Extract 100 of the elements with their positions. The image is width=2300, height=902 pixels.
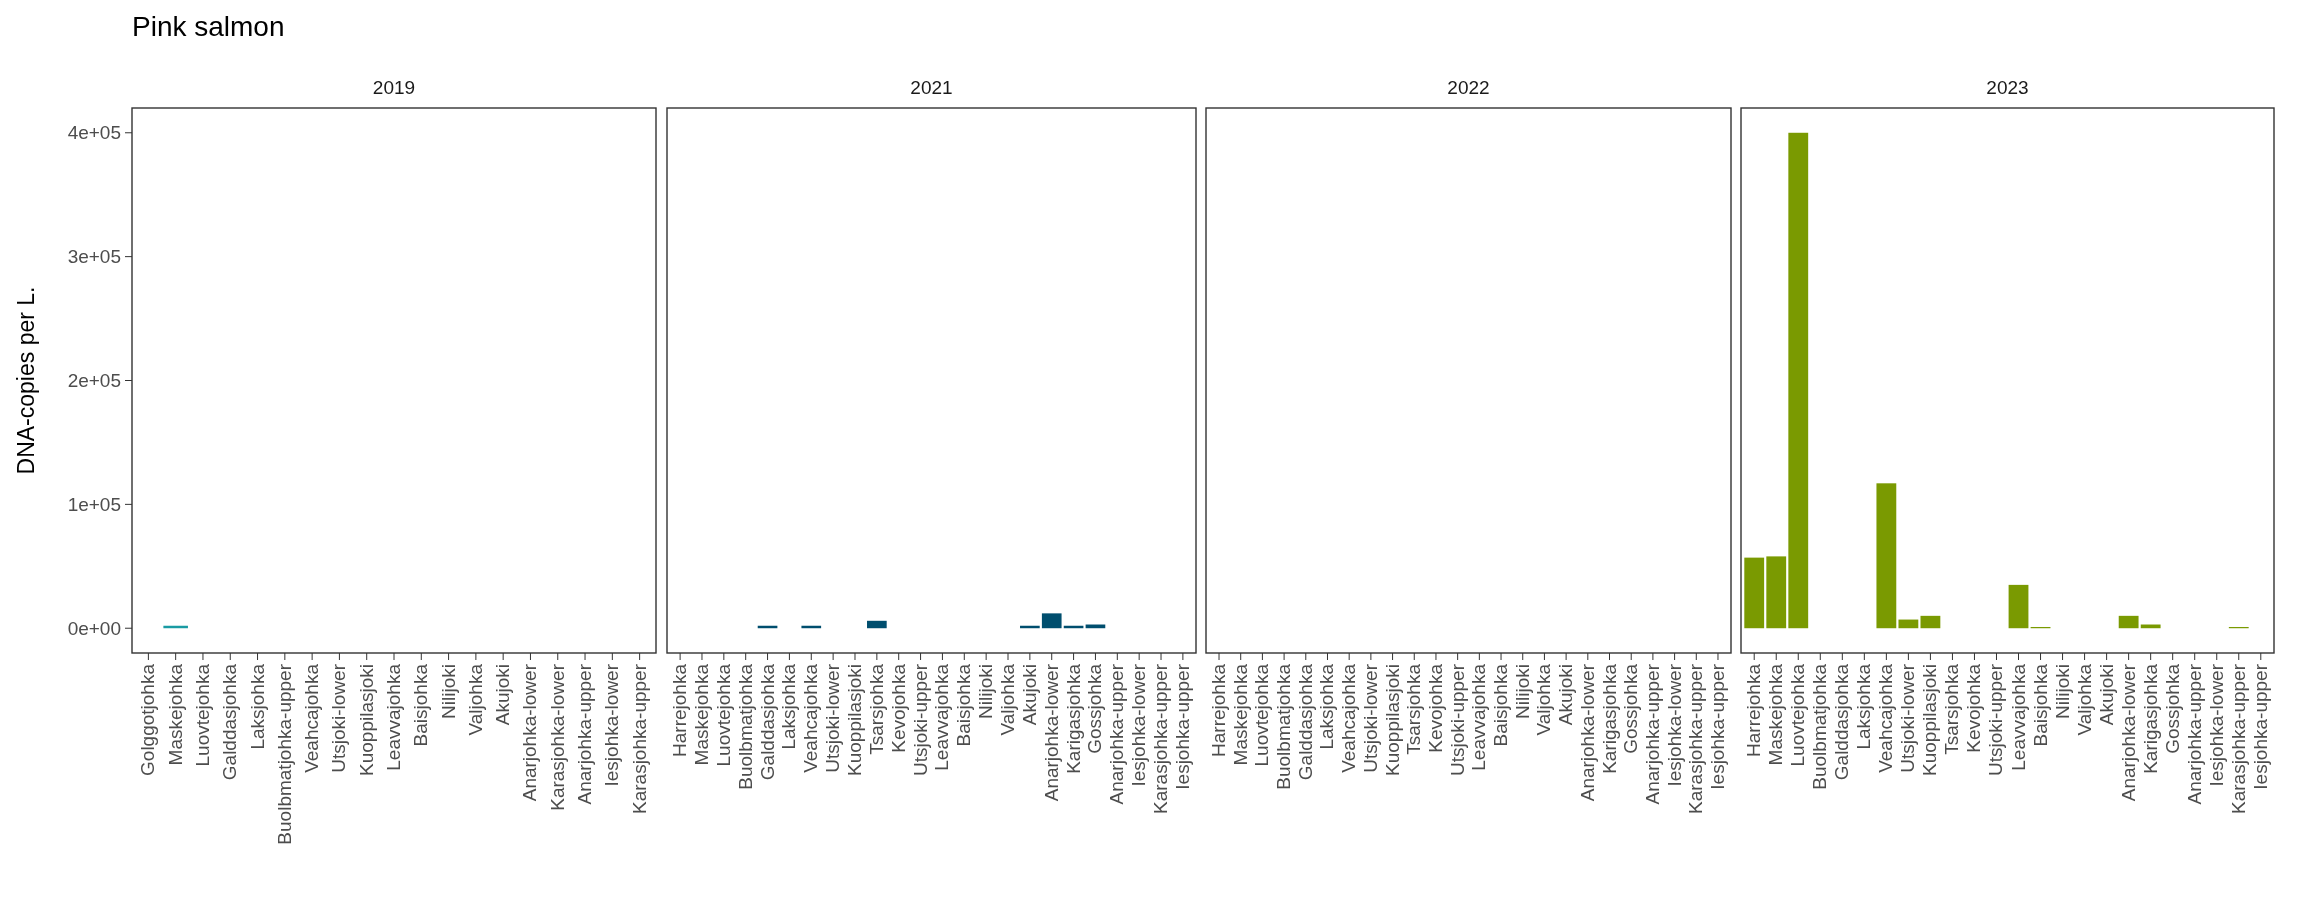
x-tick-label: Buolbmatjohka-upper	[273, 663, 295, 845]
x-tick-label: Karasjohka-upper	[1685, 663, 1707, 814]
x-tick-label: Gossjohka	[1084, 663, 1106, 754]
x-tick-label: Iesjohka-upper	[1706, 663, 1728, 790]
x-tick-label: Tsarsjohka	[1403, 663, 1425, 755]
chart-subtitle: 2019	[372, 77, 416, 98]
x-tick-label: Nilijoki	[1511, 664, 1533, 719]
x-tick-label: Maskejohka	[1229, 663, 1251, 766]
chart-subtitle: 2023	[1986, 77, 2029, 98]
x-tick-label: Utsjoki-lower	[822, 663, 844, 773]
x-tick-label: Leavvajohka	[931, 663, 953, 771]
x-tick-label: Veahcajohka	[1875, 663, 1897, 773]
x-tick-label: Harrejohka	[1743, 663, 1765, 757]
x-tick-label: Kuoppilasjoki	[843, 664, 865, 776]
x-tick-label: Utsjoki-lower	[1359, 663, 1381, 773]
x-tick-label: Buolbmatjohka	[1273, 663, 1295, 790]
x-tick-label: Luovtejohka	[1251, 663, 1273, 767]
x-tick-label: Utsjoki-upper	[909, 663, 931, 776]
x-tick-label: Karasjohka-upper	[1150, 663, 1172, 814]
x-tick-label: Buolbmatjohka	[734, 663, 756, 790]
x-tick-label: Luovtejohka	[712, 663, 734, 767]
x-tick-label: Nilijoki	[437, 664, 459, 719]
x-tick-label: Harrejohka	[669, 663, 691, 757]
x-tick-label: Anarjohka-upper	[1641, 663, 1663, 805]
x-tick-label: Maskejohka	[164, 663, 186, 766]
y-axis-title: DNA-copies per L.	[13, 286, 39, 475]
x-tick-label: Tsarsjohka	[865, 663, 887, 755]
chart-title: Pink salmon	[132, 11, 285, 42]
x-tick-label: Galddasjohka	[1294, 663, 1316, 781]
x-tick-label: Karasjohka-lower	[546, 663, 568, 811]
x-tick-label: Harrejohka	[1208, 663, 1230, 757]
y-tick-label: 2e+05	[67, 370, 121, 392]
x-tick-label: Valjohka	[1533, 663, 1555, 736]
x-tick-label: Anarjohka-lower	[1576, 663, 1598, 802]
x-tick-label: Laksjohka	[778, 663, 800, 750]
x-tick-label: Karigasjohka	[1598, 663, 1620, 774]
x-tick-label: Valjohka	[464, 663, 486, 736]
x-tick-label: Utsjoki-lower	[328, 663, 350, 773]
bar	[2008, 584, 2029, 629]
y-tick-label: 4e+05	[67, 122, 121, 144]
x-tick-label: Gossjohka	[2161, 663, 2183, 754]
x-tick-label: Golggotjohka	[137, 663, 159, 776]
bar	[1744, 557, 1765, 629]
x-tick-label: Baisjohka	[1490, 663, 1512, 747]
x-tick-label: Baisjohka	[2029, 663, 2051, 747]
x-tick-label: Veahcajohka	[800, 663, 822, 773]
x-tick-label: Buolbmatjohka	[1809, 663, 1831, 790]
x-tick-label: Akujoki	[492, 664, 514, 726]
x-tick-label: Nilijoki	[975, 664, 997, 719]
bar	[1766, 556, 1787, 629]
x-tick-label: Luovtejohka	[191, 663, 213, 767]
x-tick-label: Luovtejohka	[1787, 663, 1809, 767]
x-tick-label: Kevojohka	[1963, 663, 1985, 753]
x-tick-label: Kevojohka	[887, 663, 909, 753]
x-tick-label: Baisjohka	[953, 663, 975, 747]
y-tick-label: 0e+00	[67, 617, 121, 639]
x-tick-label: Karigasjohka	[2139, 663, 2161, 774]
x-tick-label: Laksjohka	[1853, 663, 1875, 750]
x-tick-label: Utsjoki-lower	[1897, 663, 1919, 773]
x-tick-label: Maskejohka	[690, 663, 712, 766]
bar	[867, 620, 887, 629]
x-tick-label: Akujoki	[2095, 664, 2117, 726]
bar	[2118, 615, 2139, 629]
x-tick-label: Karasjohka-upper	[2227, 663, 2249, 814]
x-tick-label: Anarjohka-upper	[1106, 663, 1128, 805]
x-tick-label: Galddasjohka	[219, 663, 241, 781]
x-tick-label: Leavvajohka	[2007, 663, 2029, 771]
y-tick-label: 1e+05	[67, 494, 121, 516]
chart-subtitle: 2022	[1447, 77, 1490, 98]
x-tick-label: Iesjohka-lower	[1128, 663, 1150, 787]
x-tick-label: Galddasjohka	[756, 663, 778, 781]
x-tick-label: Leavvajohka	[1468, 663, 1490, 771]
x-tick-label: Galddasjohka	[1831, 663, 1853, 781]
x-tick-label: Karasjohka-upper	[628, 663, 650, 814]
x-tick-label: Tsarsjohka	[1941, 663, 1963, 755]
x-tick-label: Akujoki	[1555, 664, 1577, 726]
y-tick-label: 3e+05	[67, 246, 121, 268]
x-tick-label: Gossjohka	[1620, 663, 1642, 754]
x-tick-label: Baisjohka	[410, 663, 432, 747]
x-tick-label: Valjohka	[997, 663, 1019, 736]
bar	[1920, 615, 1941, 629]
x-tick-label: Utsjoki-upper	[1985, 663, 2007, 776]
bar	[1876, 483, 1897, 629]
x-tick-label: Iesjohka-lower	[601, 663, 623, 787]
x-tick-label: Anarjohka-upper	[574, 663, 596, 805]
x-tick-label: Anarjohka-lower	[2117, 663, 2139, 802]
x-tick-label: Anarjohka-upper	[2183, 663, 2205, 805]
x-tick-label: Iesjohka-upper	[2249, 663, 2271, 790]
chart-subtitle: 2021	[910, 77, 953, 98]
x-tick-label: Nilijoki	[2051, 664, 2073, 719]
x-tick-label: Veahcajohka	[1338, 663, 1360, 773]
x-tick-label: Utsjoki-upper	[1446, 663, 1468, 776]
x-tick-label: Akujoki	[1018, 664, 1040, 726]
x-tick-label: Kuoppilasjoki	[355, 664, 377, 776]
x-tick-label: Iesjohka-upper	[1171, 663, 1193, 790]
x-tick-label: Iesjohka-lower	[1663, 663, 1685, 787]
bar	[1898, 619, 1919, 629]
x-tick-label: Iesjohka-lower	[2205, 663, 2227, 787]
x-tick-label: Valjohka	[2073, 663, 2095, 736]
bar	[1041, 613, 1062, 629]
